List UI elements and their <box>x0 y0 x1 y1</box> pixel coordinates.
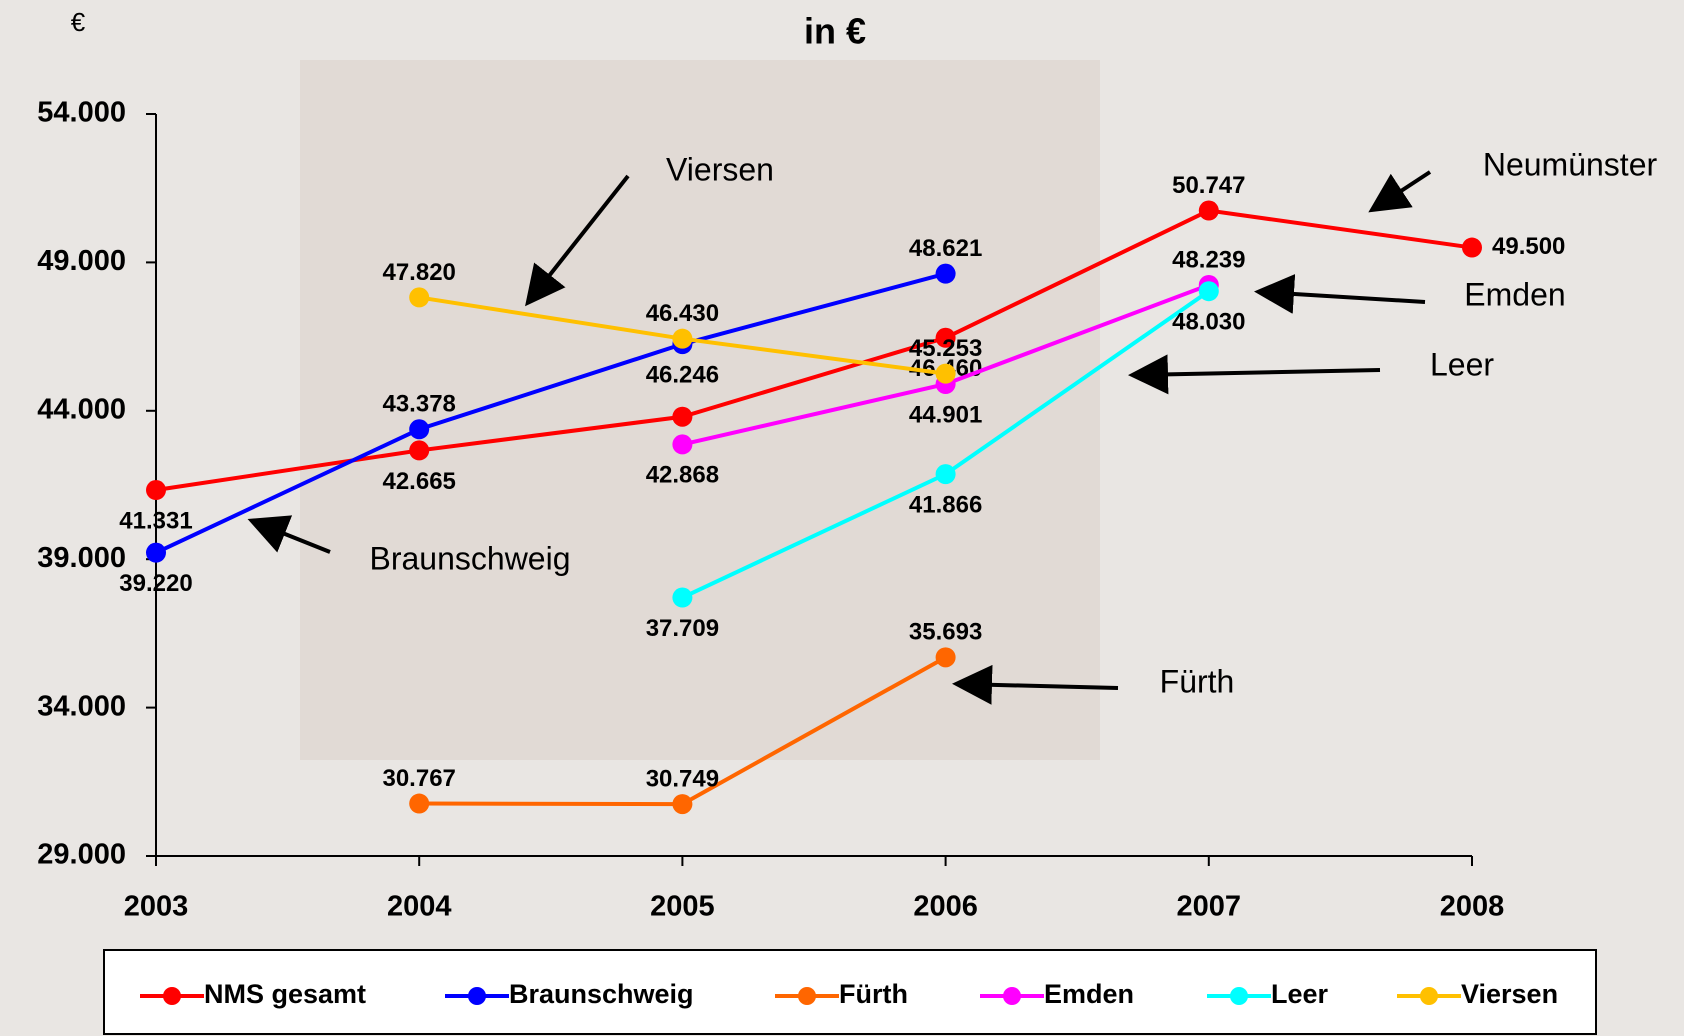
data-point <box>672 434 693 455</box>
data-point <box>935 363 956 384</box>
data-point <box>935 327 956 348</box>
y-unit: € <box>71 7 86 37</box>
legend-label: Braunschweig <box>509 979 694 1009</box>
annotation-arrow <box>952 664 1119 705</box>
data-point <box>672 794 693 815</box>
data-point <box>672 328 693 349</box>
y-tick-label: 29.000 <box>37 839 126 871</box>
data-label: 41.331 <box>119 507 192 534</box>
x-tick-label: 2008 <box>1440 891 1505 923</box>
data-label: 46.430 <box>646 300 719 327</box>
data-label: 43.378 <box>382 391 455 418</box>
annotation: Viersen <box>666 151 774 187</box>
series-line <box>155 208 1473 492</box>
series-line <box>155 271 947 555</box>
data-label: 42.665 <box>382 468 455 495</box>
annotation: Emden <box>1464 276 1565 312</box>
chart-title: in € <box>804 11 866 52</box>
annotation: Fürth <box>1160 663 1235 699</box>
annotation-arrow <box>1254 273 1426 314</box>
x-tick-label: 2007 <box>1177 891 1242 923</box>
data-label: 45.253 <box>909 335 982 362</box>
data-label: 46.246 <box>646 361 719 388</box>
data-label: 42.868 <box>646 462 719 489</box>
data-point <box>146 542 166 563</box>
legend-label: Leer <box>1271 979 1329 1009</box>
annotation: Neumünster <box>1483 146 1658 182</box>
data-point <box>935 263 956 284</box>
data-point <box>146 480 166 501</box>
data-label: 41.866 <box>909 491 982 518</box>
y-tick-label: 44.000 <box>37 393 126 425</box>
data-label: 50.747 <box>1172 172 1245 199</box>
y-tick-label: 49.000 <box>37 245 126 277</box>
data-point <box>672 406 693 427</box>
x-tick-label: 2005 <box>650 891 715 923</box>
legend-marker <box>1003 987 1021 1005</box>
annotation-arrow <box>247 515 331 554</box>
data-label: 39.220 <box>119 570 192 597</box>
data-point <box>1198 200 1219 221</box>
y-tick-label: 34.000 <box>37 690 126 722</box>
legend-marker <box>1230 987 1248 1005</box>
legend-label: NMS gesamt <box>204 979 366 1009</box>
legend-label: Viersen <box>1461 979 1558 1009</box>
x-tick-label: 2006 <box>913 891 978 923</box>
annotation-arrow <box>525 174 630 307</box>
data-point <box>409 793 430 814</box>
data-point <box>1198 281 1219 302</box>
annotation: Braunschweig <box>370 540 571 576</box>
legend-marker <box>468 987 486 1005</box>
legend-label: Emden <box>1044 979 1134 1009</box>
data-label: 44.901 <box>909 401 982 428</box>
data-label: 35.693 <box>909 619 982 646</box>
data-point <box>935 647 956 668</box>
annotation-arrow <box>1128 354 1381 395</box>
x-tick-label: 2003 <box>124 891 189 923</box>
data-point <box>935 464 956 485</box>
data-point <box>409 419 430 440</box>
data-label: 48.621 <box>909 235 982 262</box>
y-tick-label: 54.000 <box>37 97 126 129</box>
legend <box>103 949 1597 1035</box>
data-point <box>409 440 430 461</box>
legend-label: Fürth <box>839 979 908 1009</box>
x-tick-label: 2004 <box>387 891 452 923</box>
data-label: 47.820 <box>382 259 455 286</box>
data-label: 48.239 <box>1172 246 1245 273</box>
data-label: 30.749 <box>646 765 719 792</box>
data-label: 48.030 <box>1172 309 1245 336</box>
annotation-arrow <box>1368 170 1432 213</box>
data-point <box>1462 237 1482 258</box>
legend-marker <box>163 987 181 1005</box>
legend-marker <box>798 987 816 1005</box>
annotation: Leer <box>1430 346 1494 382</box>
y-tick-label: 39.000 <box>37 542 126 574</box>
data-label: 49.500 <box>1492 233 1565 260</box>
data-point <box>409 287 430 308</box>
data-point <box>672 587 693 608</box>
legend-marker <box>1420 987 1438 1005</box>
data-label: 30.767 <box>382 765 455 792</box>
data-label: 37.709 <box>646 615 719 642</box>
